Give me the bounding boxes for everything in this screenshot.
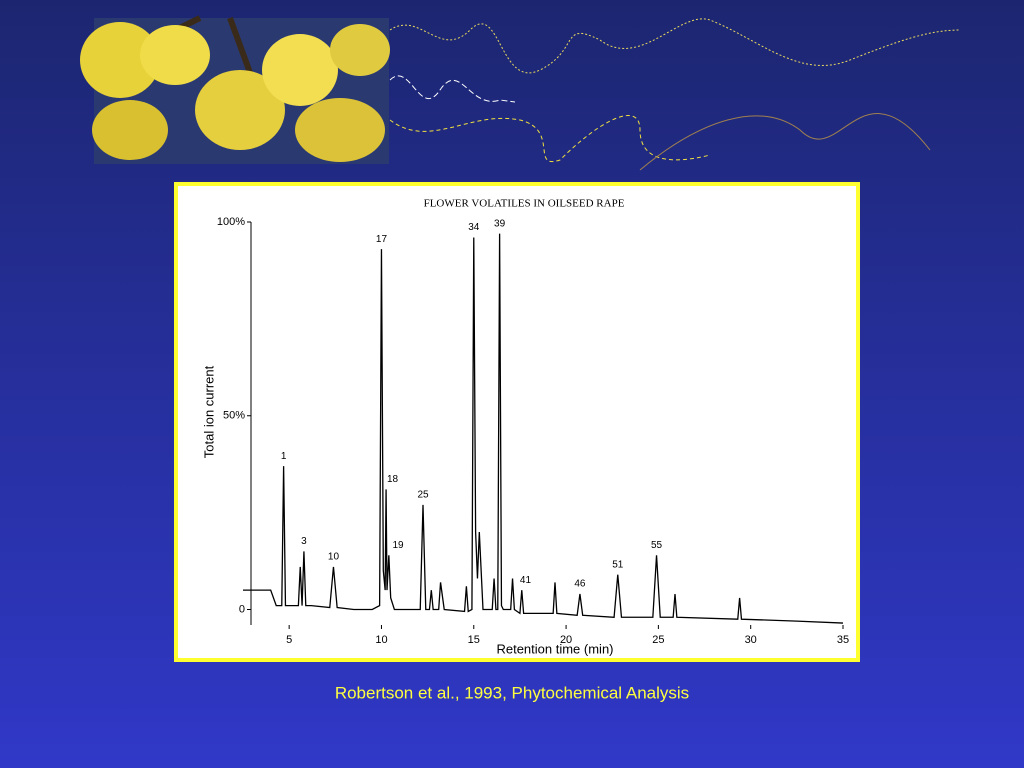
x-tick-label: 20 [560,634,572,646]
peak-label: 39 [494,218,506,229]
peak-label: 46 [574,579,586,590]
x-tick-label: 5 [286,634,292,646]
peak-label: 1 [281,451,287,462]
chart-title: FLOWER VOLATILES IN OILSEED RAPE [424,198,625,210]
peak-label: 34 [468,222,480,233]
peak-label: 41 [520,575,532,586]
peak-label: 25 [417,490,429,501]
y-axis-label: Total ion current [201,365,216,458]
x-tick-label: 35 [837,634,849,646]
peak-label: 19 [393,540,405,551]
figure-frame [174,182,860,662]
chromatogram-line [243,233,844,624]
x-axis-label: Retention time (min) [496,641,613,656]
y-tick-label: 0 [239,603,245,615]
peak-label: 3 [301,536,307,547]
plot: 0 50% 100% 5 10 15 20 25 30 35 1 3 10 17 18 19 25 34 39 41 4… [217,216,849,646]
peak-label: 55 [651,540,663,551]
x-tick-label: 25 [652,634,664,646]
peak-label: 17 [376,234,388,245]
y-tick-label: 100% [217,216,245,228]
x-tick-label: 10 [375,634,387,646]
flower-photo [80,15,390,164]
x-tick-label: 15 [468,634,480,646]
caption: Robertson et al., 1993, Phytochemical An… [335,683,689,702]
y-tick-label: 50% [223,410,245,422]
peak-label: 10 [328,552,340,563]
peak-label: 51 [612,559,624,570]
x-tick-label: 30 [745,634,757,646]
peak-label: 18 [387,474,399,485]
decorative-squiggles [389,18,961,171]
